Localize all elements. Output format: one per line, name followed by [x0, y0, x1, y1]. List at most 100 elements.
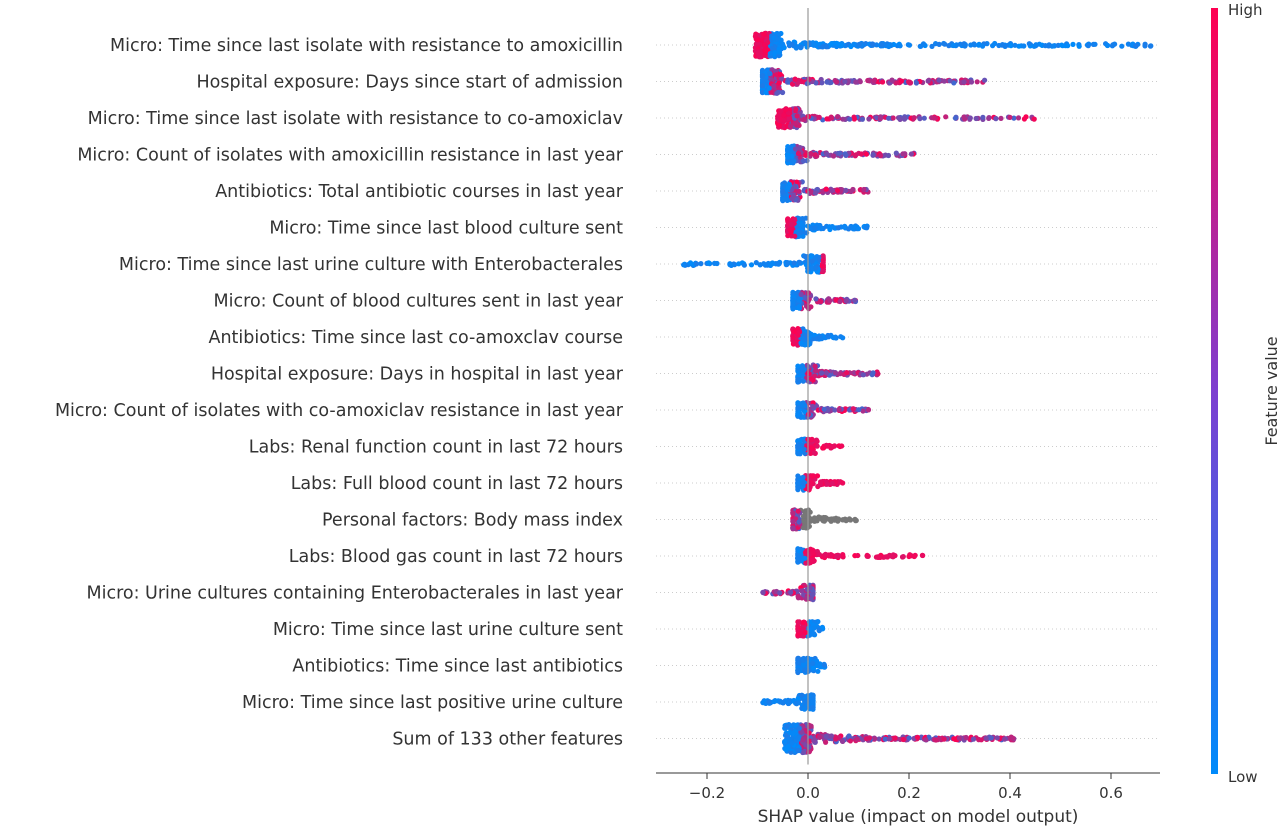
- feature-label: Micro: Urine cultures containing Enterob…: [86, 584, 623, 604]
- shap-point: [785, 260, 791, 266]
- shap-point: [797, 145, 803, 151]
- shap-point: [759, 73, 766, 79]
- shap-point: [816, 114, 822, 120]
- shap-point: [790, 306, 796, 312]
- x-tick-label: 0.4: [998, 784, 1022, 802]
- shap-point: [853, 517, 859, 524]
- shap-point: [792, 76, 798, 82]
- shap-point: [834, 188, 841, 194]
- shap-point: [1065, 43, 1071, 49]
- shap-point: [798, 291, 804, 297]
- shap-point: [812, 373, 818, 379]
- shap-point: [801, 116, 807, 122]
- shap-point: [902, 151, 908, 157]
- shap-point: [869, 372, 875, 378]
- feature-label: Hospital exposure: Days since start of a…: [197, 73, 624, 93]
- shap-point: [836, 407, 842, 413]
- shap-point: [823, 739, 829, 745]
- shap-point: [840, 116, 846, 122]
- shap-point: [800, 737, 806, 743]
- shap-point: [837, 150, 843, 156]
- feature-label: Micro: Time since last isolate with resi…: [88, 109, 623, 129]
- shap-point: [802, 40, 808, 46]
- shap-point: [789, 740, 795, 746]
- shap-point: [795, 696, 801, 702]
- shap-point: [791, 260, 797, 266]
- shap-point: [736, 261, 742, 267]
- shap-point: [761, 31, 767, 37]
- shap-point: [813, 265, 819, 271]
- shap-point: [933, 737, 939, 743]
- shap-point: [774, 90, 780, 96]
- shap-point: [1105, 42, 1111, 49]
- shap-point: [828, 115, 835, 121]
- shap-point: [694, 261, 700, 267]
- shap-point: [931, 115, 937, 121]
- shap-point: [831, 153, 837, 159]
- shap-point: [919, 552, 926, 559]
- shap-point: [806, 693, 812, 699]
- shap-point: [855, 552, 861, 559]
- shap-point: [1059, 42, 1065, 48]
- shap-point: [980, 114, 986, 120]
- shap-point: [1007, 114, 1013, 120]
- shap-point: [808, 596, 814, 602]
- shap-point: [821, 662, 828, 668]
- shap-point: [837, 298, 843, 305]
- shap-point: [706, 260, 712, 266]
- shap-point: [816, 627, 822, 633]
- shap-point: [824, 116, 830, 122]
- shap-point: [834, 79, 840, 85]
- shap-point: [906, 735, 912, 741]
- shap-point: [811, 738, 817, 744]
- shap-point: [846, 516, 853, 522]
- shap-point: [886, 115, 892, 121]
- shap-point: [804, 586, 810, 592]
- feature-label: Micro: Time since last urine culture sen…: [273, 620, 623, 640]
- shap-point: [846, 733, 852, 739]
- x-tick-label: 0.2: [897, 784, 921, 802]
- shap-point: [768, 89, 774, 95]
- shap-point: [856, 407, 862, 413]
- shap-point: [762, 47, 768, 54]
- shap-point: [851, 41, 857, 47]
- shap-point: [802, 629, 809, 636]
- shap-point: [763, 79, 770, 85]
- shap-point: [906, 79, 912, 85]
- shap-point: [769, 261, 776, 267]
- shap-point: [802, 253, 808, 259]
- shap-point: [864, 225, 870, 231]
- shap-point: [828, 552, 834, 558]
- shap-point: [843, 188, 849, 194]
- shap-point: [982, 77, 988, 83]
- shap-point: [810, 550, 816, 556]
- shap-point: [1008, 43, 1014, 49]
- shap-point: [817, 334, 823, 340]
- shap-point: [843, 152, 849, 158]
- shap-point: [899, 554, 906, 560]
- shap-point: [820, 44, 826, 50]
- shap-point: [803, 152, 809, 158]
- shap-point: [863, 151, 870, 157]
- shap-point: [763, 90, 769, 96]
- feature-label: Micro: Time since last positive urine cu…: [242, 693, 623, 713]
- shap-point: [823, 186, 829, 192]
- shap-point: [998, 115, 1004, 121]
- shap-point: [808, 557, 814, 563]
- shap-point: [762, 42, 768, 48]
- shap-point: [784, 197, 790, 203]
- shap-point: [819, 80, 825, 86]
- shap-point: [777, 71, 783, 77]
- shap-point: [957, 41, 963, 47]
- shap-point: [741, 262, 748, 268]
- feature-label: Personal factors: Body mass index: [322, 511, 623, 531]
- colorbar: High Low Feature value: [1211, 1, 1280, 786]
- shap-point: [941, 78, 947, 84]
- shap-point: [860, 408, 866, 414]
- colorbar-high-label: High: [1228, 1, 1262, 19]
- shap-point: [914, 734, 921, 740]
- shap-point: [811, 450, 817, 456]
- shap-point: [810, 660, 816, 667]
- colorbar-gradient: [1211, 8, 1218, 774]
- shap-point: [772, 50, 778, 56]
